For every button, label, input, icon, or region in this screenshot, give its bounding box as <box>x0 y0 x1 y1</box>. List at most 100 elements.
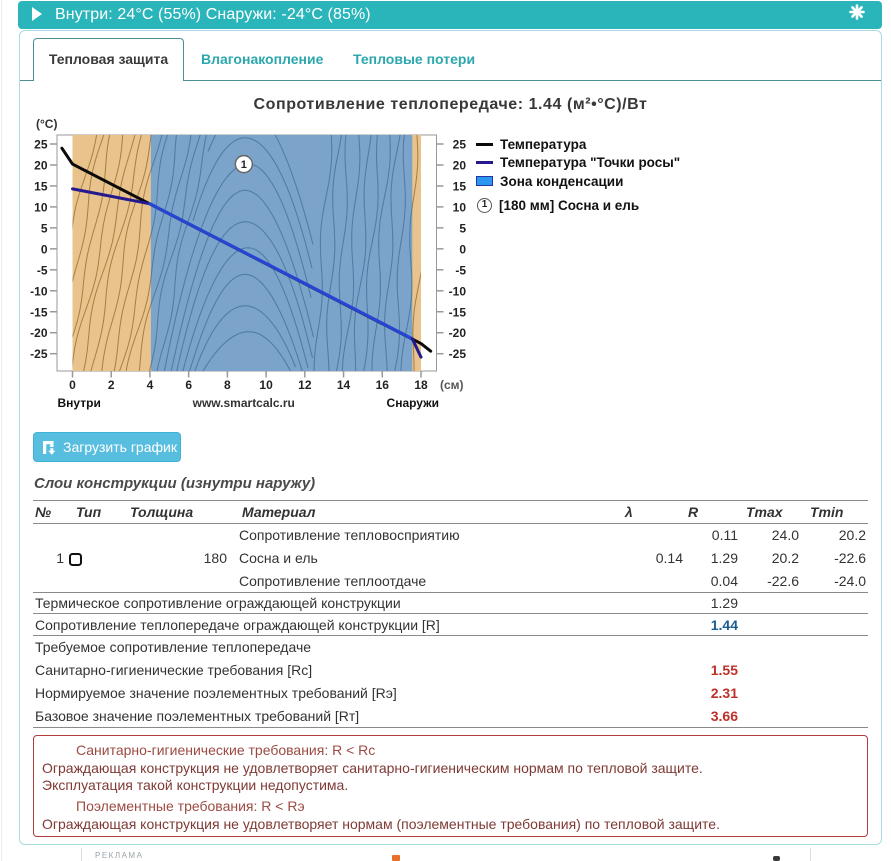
svg-text:-5: -5 <box>37 263 48 277</box>
svg-text:15: 15 <box>34 179 48 193</box>
layer-row: Сопротивление теплоотдаче 0.04 -22.6 -24.0 <box>33 569 868 593</box>
summary-row: Базовое значение поэлементных требований… <box>33 704 868 728</box>
download-chart-label: Загрузить график <box>63 439 177 455</box>
ad-right-border <box>810 848 811 861</box>
legend-label: Зона конденсации <box>500 173 624 189</box>
svg-text:-20: -20 <box>449 326 467 340</box>
summary-label: Базовое значение поэлементных требований… <box>33 704 683 728</box>
temperature-line-swatch <box>476 142 493 146</box>
legend-label: Температура "Точки росы" <box>500 154 681 170</box>
legend-item-dewpoint: Температура "Точки росы" <box>476 154 680 170</box>
legend-label: [180 мм] Сосна и ель <box>499 197 640 213</box>
save-icon <box>42 440 57 455</box>
svg-text:8: 8 <box>224 378 231 392</box>
summary-label: Термическое сопротивление ограждающей ко… <box>33 592 683 614</box>
summary-value: 1.44 <box>683 613 740 636</box>
expand-arrow-icon[interactable] <box>32 7 42 21</box>
layers-table: № Тип Толщина Материал λ R Tmax Tmin Соп… <box>33 500 868 728</box>
tab-heat-loss[interactable]: Тепловые потери <box>353 51 476 67</box>
layer-type-checkbox[interactable] <box>69 552 82 566</box>
legend-label: Температура <box>500 136 587 152</box>
svg-text:-25: -25 <box>30 347 48 361</box>
svg-text:10: 10 <box>453 200 467 214</box>
tab-underline <box>20 80 881 81</box>
summary-value <box>683 636 740 659</box>
summary-label: Санитарно-гигиенические требования [Rc] <box>35 662 313 678</box>
svg-text:(см): (см) <box>440 378 464 392</box>
page-left-edge <box>1 0 2 861</box>
svg-text:10: 10 <box>34 200 48 214</box>
svg-text:Снаружи: Снаружи <box>387 396 439 410</box>
summary-label: Нормируемое значение поэлементных требов… <box>35 685 397 701</box>
summary-value: 1.29 <box>683 592 740 614</box>
summary-value: 1.55 <box>710 662 738 678</box>
download-chart-button[interactable]: Загрузить график <box>33 432 181 462</box>
col-header-type: Тип <box>65 500 105 524</box>
svg-text:18: 18 <box>414 378 428 392</box>
svg-text:25: 25 <box>453 138 467 152</box>
svg-text:0: 0 <box>69 378 76 392</box>
col-header-lambda: λ <box>620 500 683 524</box>
col-header-tmax: Tmax <box>740 500 801 524</box>
summary-value: 3.66 <box>683 704 740 728</box>
col-header-material: Материал <box>228 500 620 524</box>
condensation-zone-swatch <box>476 176 493 186</box>
svg-text:12: 12 <box>298 378 312 392</box>
summary-value: 2.31 <box>710 685 738 701</box>
col-header-number: № <box>33 500 65 524</box>
table-header-row: № Тип Толщина Материал λ R Tmax Tmin <box>33 500 868 524</box>
tab-moisture[interactable]: Влагонакопление <box>201 51 324 67</box>
warning-title: Поэлементные требования: R < Rэ <box>76 798 305 814</box>
svg-text:16: 16 <box>376 378 390 392</box>
summary-row: Санитарно-гигиенические требования [Rc] 1… <box>33 659 868 682</box>
warning-box: Санитарно-гигиенические требования: R < … <box>33 735 868 837</box>
svg-text:-5: -5 <box>455 263 466 277</box>
conditions-toolbar[interactable]: Внутри: 24°C (55%) Снаружи: -24°C (85%) <box>18 1 882 29</box>
svg-text:1: 1 <box>241 159 247 171</box>
col-header-tmin: Tmin <box>801 500 868 524</box>
svg-text:5: 5 <box>459 221 466 235</box>
chart-title: Сопротивление теплопередаче: 1.44 (м²•°С… <box>253 96 648 113</box>
col-header-thickness: Толщина <box>105 500 228 524</box>
layer1-marker-swatch: 1 <box>477 197 492 213</box>
ad-icon-fragment <box>773 856 780 861</box>
svg-text:-20: -20 <box>30 326 48 340</box>
svg-text:-15: -15 <box>449 305 467 319</box>
svg-text:2: 2 <box>108 378 115 392</box>
svg-text:0: 0 <box>459 242 466 256</box>
ad-left-border <box>81 848 82 861</box>
summary-label: Сопротивление теплопередаче ограждающей … <box>33 613 683 636</box>
summary-row: Сопротивление теплопередаче ограждающей … <box>33 613 868 636</box>
legend-item-temperature: Температура <box>476 136 586 152</box>
layers-heading: Слои конструкции (изнутри наружу) <box>34 475 316 492</box>
svg-text:-10: -10 <box>449 284 467 298</box>
dewpoint-line-swatch <box>476 160 493 164</box>
svg-text:6: 6 <box>185 378 192 392</box>
warning-title: Санитарно-гигиенические требования: R < … <box>76 742 376 758</box>
ad-logo-fragment <box>392 855 400 861</box>
tab-thermal-protection[interactable]: Тепловая защита <box>33 38 184 81</box>
layer-row: 1 180 Сосна и ель 0.14 1.29 20.2 -22.6 <box>56 550 866 566</box>
ad-label: РЕКЛАМА <box>95 851 144 860</box>
summary-label: Требуемое сопротивление теплопередаче <box>35 639 312 656</box>
svg-text:-10: -10 <box>30 284 48 298</box>
svg-text:Внутри: Внутри <box>58 396 101 410</box>
svg-text:4: 4 <box>147 378 154 392</box>
col-header-r: R <box>683 500 740 524</box>
svg-text:5: 5 <box>41 221 48 235</box>
svg-text:10: 10 <box>259 378 273 392</box>
svg-text:0: 0 <box>41 242 48 256</box>
layer-row: Сопротивление тепловосприятию 0.11 24.0 20.… <box>239 527 866 544</box>
svg-text:(°C): (°C) <box>36 117 57 131</box>
summary-row: Нормируемое значение поэлементных требов… <box>33 682 868 705</box>
conditions-text: Внутри: 24°C (55%) Снаружи: -24°C (85%) <box>55 6 371 23</box>
svg-text:25: 25 <box>34 138 48 152</box>
svg-text:20: 20 <box>34 158 48 172</box>
svg-text:14: 14 <box>337 378 351 392</box>
svg-text:15: 15 <box>453 179 467 193</box>
snowflake-icon[interactable] <box>849 4 865 25</box>
legend-item-layer1: 1 [180 мм] Сосна и ель <box>476 197 639 213</box>
summary-row: Требуемое сопротивление теплопередаче <box>33 636 868 659</box>
svg-text:-15: -15 <box>30 305 48 319</box>
